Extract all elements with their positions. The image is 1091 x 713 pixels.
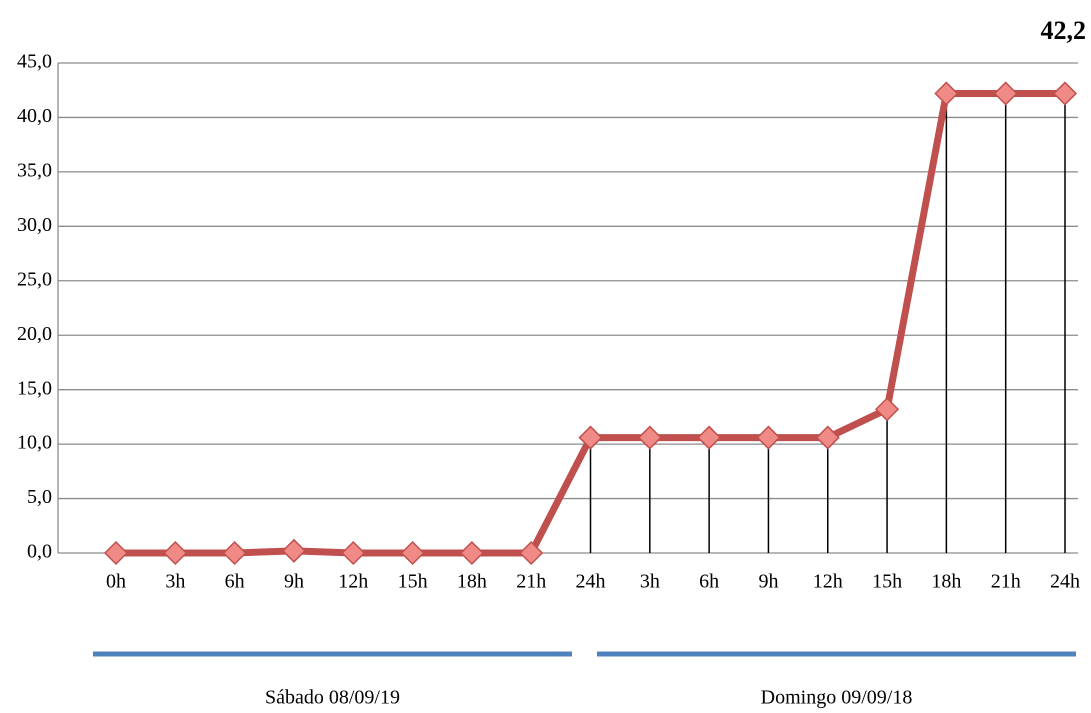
marker bbox=[815, 425, 840, 450]
x-tick-label: 18h bbox=[457, 571, 487, 593]
marker bbox=[934, 81, 959, 106]
marker bbox=[341, 540, 366, 566]
marker bbox=[578, 425, 603, 450]
y-tick-label: 15,0 bbox=[17, 377, 52, 399]
marker bbox=[459, 540, 484, 566]
x-tick-label: 6h bbox=[699, 571, 719, 593]
marker bbox=[1052, 81, 1078, 106]
x-tick-label: 9h bbox=[284, 571, 304, 593]
x-tick-label: 24h bbox=[576, 571, 606, 593]
x-tick-label: 6h bbox=[225, 571, 245, 593]
marker bbox=[993, 81, 1018, 106]
annotation: 42,2 bbox=[1041, 16, 1087, 45]
x-tick-label: 12h bbox=[813, 571, 843, 593]
marker bbox=[756, 425, 781, 450]
marker bbox=[163, 540, 188, 566]
marker bbox=[103, 540, 129, 566]
y-tick-label: 20,0 bbox=[17, 323, 52, 345]
marker bbox=[637, 425, 662, 450]
marker bbox=[519, 540, 544, 566]
y-tick-label: 0,0 bbox=[27, 541, 52, 563]
x-tick-label: 0h bbox=[106, 571, 126, 593]
x-tick-label: 9h bbox=[758, 571, 778, 593]
x-tick-label: 18h bbox=[931, 571, 961, 593]
x-tick-label: 15h bbox=[872, 571, 902, 593]
marker bbox=[281, 538, 306, 563]
marker bbox=[697, 425, 722, 450]
marker bbox=[875, 397, 900, 422]
group-label: Sábado 08/09/19 bbox=[265, 687, 400, 709]
y-tick-label: 45,0 bbox=[17, 51, 52, 73]
y-tick-label: 25,0 bbox=[17, 268, 52, 290]
x-tick-label: 15h bbox=[398, 571, 428, 593]
x-tick-label: 3h bbox=[640, 571, 660, 593]
x-tick-label: 3h bbox=[165, 571, 185, 593]
x-tick-label: 21h bbox=[991, 571, 1021, 593]
marker bbox=[222, 540, 247, 566]
y-tick-label: 40,0 bbox=[17, 105, 52, 127]
x-tick-label: 24h bbox=[1050, 571, 1080, 593]
group-label: Domingo 09/09/18 bbox=[761, 687, 913, 709]
marker bbox=[400, 540, 425, 566]
y-tick-label: 10,0 bbox=[17, 432, 52, 454]
x-tick-label: 21h bbox=[516, 571, 546, 593]
x-tick-label: 12h bbox=[338, 571, 368, 593]
y-tick-label: 30,0 bbox=[17, 214, 52, 236]
y-tick-label: 5,0 bbox=[27, 486, 52, 508]
y-tick-label: 35,0 bbox=[17, 159, 52, 181]
